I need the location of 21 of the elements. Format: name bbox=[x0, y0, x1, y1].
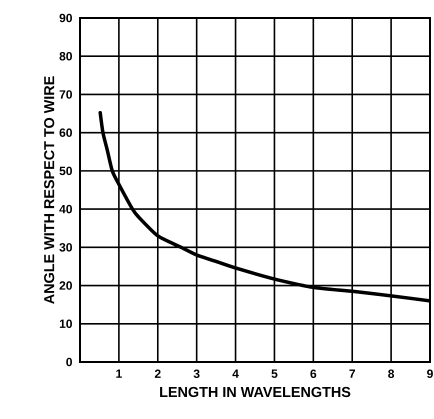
x-tick-label: 4 bbox=[232, 370, 239, 378]
y-tick-label: 0 bbox=[66, 358, 72, 366]
y-axis-title: ANGLE WITH RESPECT TO WIRE bbox=[44, 76, 54, 304]
y-tick-label: 80 bbox=[60, 52, 72, 60]
y-tick-label: 50 bbox=[60, 166, 72, 176]
x-tick-label: 8 bbox=[388, 370, 394, 378]
x-tick-label: 5 bbox=[271, 370, 278, 378]
x-tick-label: 7 bbox=[349, 370, 356, 378]
y-tick-label: 90 bbox=[60, 14, 72, 22]
x-tick-label: 9 bbox=[427, 370, 433, 378]
y-tick-label: 70 bbox=[60, 90, 72, 99]
x-tick-label: 3 bbox=[194, 370, 200, 378]
y-tick-label: 10 bbox=[60, 320, 72, 328]
y-tick-label: 60 bbox=[60, 128, 72, 137]
y-tick-label: 20 bbox=[60, 281, 72, 290]
x-tick-label: 6 bbox=[310, 370, 316, 378]
y-tick-label: 40 bbox=[59, 204, 72, 214]
x-tick-label: 2 bbox=[154, 370, 161, 378]
x-axis-title: LENGTH IN WAVELENGTHS bbox=[160, 386, 350, 398]
x-tick-label: 1 bbox=[116, 370, 122, 378]
y-tick-label: 30 bbox=[59, 243, 72, 252]
